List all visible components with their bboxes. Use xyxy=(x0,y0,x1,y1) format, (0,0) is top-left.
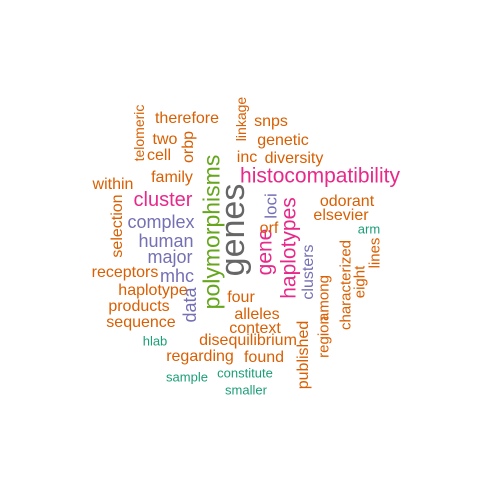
word-haplotypes: haplotypes xyxy=(277,197,301,299)
word-arm: arm xyxy=(357,221,381,237)
word-complex: complex xyxy=(127,212,195,232)
word-selection: selection xyxy=(109,194,126,258)
word-orf: orf xyxy=(259,220,279,237)
word-two: two xyxy=(152,131,178,148)
word-polymorphisms: polymorphisms xyxy=(198,154,225,310)
word-region: region xyxy=(315,316,333,358)
word-found: found xyxy=(243,349,285,366)
word-alleles: alleles xyxy=(234,306,280,323)
word-human: human xyxy=(138,231,194,251)
word-regarding: regarding xyxy=(166,348,234,365)
word-loci: loci xyxy=(261,193,281,219)
word-family: family xyxy=(151,169,193,186)
word-snps: snps xyxy=(254,113,288,130)
word-elsevier: elsevier xyxy=(313,207,369,224)
word-eight: eight xyxy=(351,265,369,299)
word-orbp: orbp xyxy=(180,130,197,164)
word-odorant: odorant xyxy=(319,193,375,210)
word-cluster: cluster xyxy=(133,189,193,211)
word-cell: cell xyxy=(146,147,172,164)
word-sequence: sequence xyxy=(106,314,176,331)
word-constitute: constitute xyxy=(217,365,273,381)
word-inc: inc xyxy=(236,149,258,166)
word-major: major xyxy=(147,247,193,267)
word-smaller: smaller xyxy=(225,382,267,398)
word-histocompatibility: histocompatibility xyxy=(240,164,400,188)
word-therefore: therefore xyxy=(154,110,220,127)
word-four: four xyxy=(227,289,255,306)
word-published: published xyxy=(295,320,312,390)
word-haplotype: haplotype xyxy=(118,282,188,299)
word-linkage: linkage xyxy=(233,96,249,142)
word-genetic: genetic xyxy=(257,132,309,149)
word-telomeric: telomeric xyxy=(131,104,147,162)
word-hlab: hlab xyxy=(142,333,168,349)
word-among: among xyxy=(315,275,333,321)
word-context: context xyxy=(229,320,281,337)
word-products: products xyxy=(108,298,170,315)
word-disequilibrium: disequilibrium xyxy=(199,332,297,349)
word-diversity: diversity xyxy=(264,150,324,167)
word-sample: sample xyxy=(166,369,208,385)
word-lines: lines xyxy=(366,237,384,269)
word-receptors: receptors xyxy=(91,264,159,281)
word-within: within xyxy=(92,176,134,193)
word-mhc: mhc xyxy=(159,266,195,286)
